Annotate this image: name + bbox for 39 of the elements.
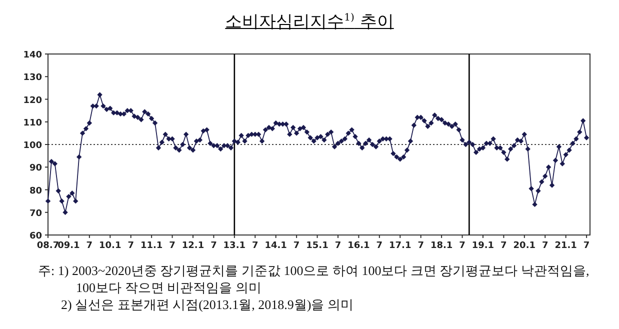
text: 주: 1) 2003~2020년중 장기평균치를 기준값 100으로 하여 100보다 크면 장기평균보다 낙관적임을, 100보다 작으면 비관적임을 의미 [38, 262, 590, 296]
x-tick-label: 7 [86, 241, 93, 251]
x-tick-label: 7 [459, 241, 466, 251]
x-tick-label: 7 [169, 241, 176, 251]
x-tick-label: 08.7 [36, 241, 60, 251]
y-tick-label: 100 [23, 141, 42, 151]
x-tick-label: 7 [418, 241, 424, 251]
y-tick-label: 60 [29, 232, 42, 242]
x-tick-label: 14.1 [264, 241, 287, 251]
x-tick-label: 7 [376, 241, 383, 251]
x-tick-label: 21.1 [554, 241, 577, 251]
x-tick-label: 17.1 [389, 241, 412, 251]
x-tick-label: 11.1 [140, 241, 163, 251]
x-tick-label: 7 [542, 241, 548, 251]
y-tick-label: 110 [23, 118, 42, 128]
x-tick-label: 7 [128, 241, 134, 251]
y-tick-label: 120 [23, 96, 42, 106]
x-tick-label: 7 [252, 241, 258, 251]
x-tick-label: 13.1 [223, 241, 246, 251]
y-tick-label: 90 [29, 164, 42, 174]
x-tick-label: 7 [500, 241, 507, 251]
chart-title: 소비자심리지수$^{1)}$ 추이 [225, 12, 394, 32]
x-tick-label: 15.1 [306, 241, 328, 251]
text: 2) 실선은 표본개편 시점(2013.1월, 2018.9월)을 의미 [60, 296, 354, 313]
x-tick-label: 7 [210, 241, 217, 251]
x-tick-label: 16.1 [348, 241, 370, 251]
x-tick-label: 12.1 [182, 241, 204, 251]
x-tick-label: 7 [334, 241, 342, 251]
x-tick-label: 7 [293, 241, 300, 251]
x-tick-label: 18.1 [430, 241, 453, 251]
x-tick-label: 20.1 [513, 241, 536, 251]
x-tick-label: 7 [583, 241, 590, 251]
y-tick-label: 130 [23, 73, 42, 84]
x-tick-label: 10.1 [99, 241, 122, 251]
y-tick-label: 70 [29, 208, 42, 219]
x-tick-label: 19.1 [472, 241, 494, 251]
y-tick-label: 80 [29, 186, 42, 196]
y-tick-label: 140 [23, 50, 42, 60]
x-tick-label: 09.1 [58, 241, 80, 251]
